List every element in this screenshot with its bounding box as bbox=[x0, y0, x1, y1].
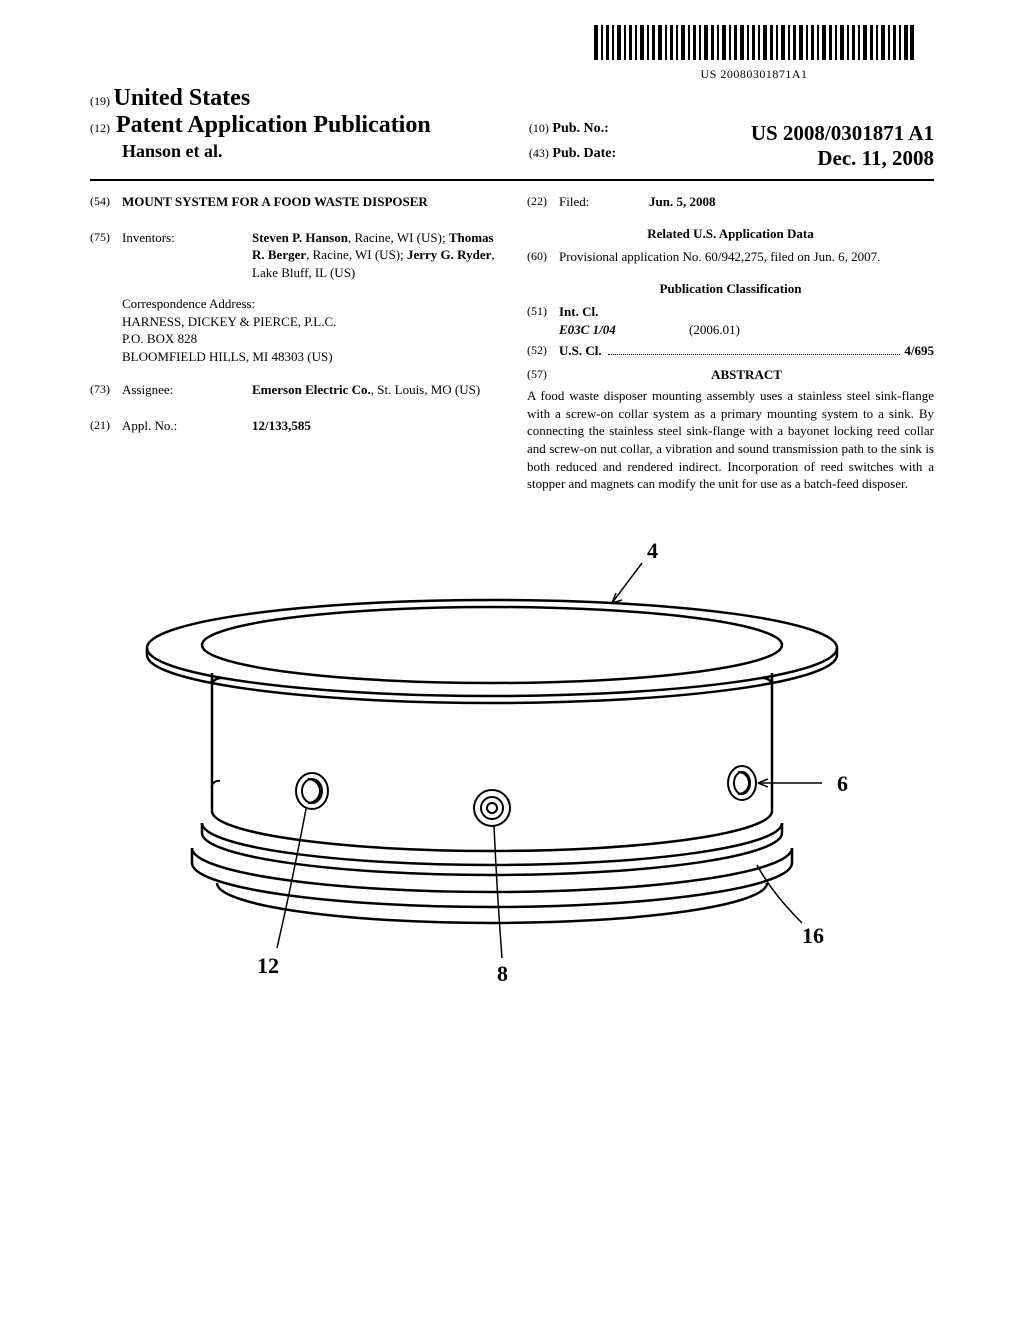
applno-value: 12/133,585 bbox=[252, 417, 497, 435]
left-column: (54) MOUNT SYSTEM FOR A FOOD WASTE DISPO… bbox=[90, 193, 497, 493]
fig-label-16: 16 bbox=[802, 923, 824, 948]
pubdate-label: Pub. Date: bbox=[552, 146, 616, 161]
applno-label: Appl. No.: bbox=[122, 417, 252, 435]
barcode-graphic bbox=[594, 25, 914, 60]
inventors-label: Inventors: bbox=[122, 229, 252, 282]
corr-line2: P.O. BOX 828 bbox=[122, 330, 497, 348]
inventor2-loc: , Racine, WI (US); bbox=[306, 247, 407, 262]
country-num: (19) bbox=[90, 94, 110, 108]
filed-label: Filed: bbox=[559, 193, 649, 211]
filed-num: (22) bbox=[527, 193, 559, 211]
barcode-text: US 20080301871A1 bbox=[594, 67, 914, 82]
intcl-year: (2006.01) bbox=[689, 321, 740, 339]
intcl-content: Int. Cl. E03C 1/04 (2006.01) bbox=[559, 303, 934, 338]
uscl-num: (52) bbox=[527, 342, 559, 360]
inventor3-name: Jerry G. Ryder bbox=[407, 247, 491, 262]
pub-title: Patent Application Publication bbox=[116, 112, 431, 139]
intcl-num: (51) bbox=[527, 303, 559, 338]
classification-header: Publication Classification bbox=[527, 280, 934, 298]
uscl-value: 4/695 bbox=[904, 342, 934, 360]
corr-line1: HARNESS, DICKEY & PIERCE, P.L.C. bbox=[122, 313, 497, 331]
intcl-code: E03C 1/04 bbox=[559, 321, 689, 339]
header-divider bbox=[90, 179, 934, 181]
abstract-num: (57) bbox=[527, 366, 559, 384]
inventors-content: Steven P. Hanson, Racine, WI (US); Thoma… bbox=[252, 229, 497, 282]
provisional-num: (60) bbox=[527, 248, 559, 266]
applno-num: (21) bbox=[90, 417, 122, 435]
inventor1-loc: , Racine, WI (US); bbox=[348, 230, 449, 245]
assignee-content: Emerson Electric Co., St. Louis, MO (US) bbox=[252, 381, 497, 399]
corr-label: Correspondence Address: bbox=[122, 295, 497, 313]
barcode-block: US 20080301871A1 bbox=[594, 25, 914, 82]
assignee-name: Emerson Electric Co. bbox=[252, 382, 371, 397]
uscl-dots bbox=[608, 354, 901, 355]
authors: Hanson et al. bbox=[122, 141, 495, 162]
pubdate-num: (43) bbox=[529, 146, 549, 160]
correspondence-block: Correspondence Address: HARNESS, DICKEY … bbox=[122, 295, 497, 365]
pubno-value: US 2008/0301871 A1 bbox=[751, 121, 934, 146]
pub-num: (12) bbox=[90, 121, 110, 136]
fig-label-8: 8 bbox=[497, 961, 508, 986]
country-name: United States bbox=[114, 85, 251, 111]
right-column: (22) Filed: Jun. 5, 2008 Related U.S. Ap… bbox=[527, 193, 934, 493]
assignee-loc: , St. Louis, MO (US) bbox=[371, 382, 480, 397]
inventors-num: (75) bbox=[90, 229, 122, 282]
pubno-num: (10) bbox=[529, 121, 549, 135]
fig-label-12: 12 bbox=[257, 953, 279, 978]
uscl-content: U.S. Cl. 4/695 bbox=[559, 342, 934, 360]
intcl-label: Int. Cl. bbox=[559, 303, 934, 321]
pubdate-value: Dec. 11, 2008 bbox=[817, 146, 934, 171]
fig-label-6: 6 bbox=[837, 771, 848, 796]
figure-area: 4 6 16 12 8 bbox=[90, 533, 934, 998]
provisional-text: Provisional application No. 60/942,275, … bbox=[559, 248, 934, 266]
corr-line3: BLOOMFIELD HILLS, MI 48303 (US) bbox=[122, 348, 497, 366]
abstract-text: A food waste disposer mounting assembly … bbox=[527, 387, 934, 492]
uscl-label: U.S. Cl. bbox=[559, 342, 602, 360]
related-header: Related U.S. Application Data bbox=[527, 225, 934, 243]
assignee-num: (73) bbox=[90, 381, 122, 399]
filed-value: Jun. 5, 2008 bbox=[649, 193, 934, 211]
patent-figure: 4 6 16 12 8 bbox=[122, 533, 902, 993]
inventor1-name: Steven P. Hanson bbox=[252, 230, 348, 245]
pubno-label: Pub. No.: bbox=[552, 121, 608, 136]
header: (19) United States (12) Patent Applicati… bbox=[90, 85, 934, 171]
invention-title: MOUNT SYSTEM FOR A FOOD WASTE DISPOSER bbox=[122, 193, 497, 211]
assignee-label: Assignee: bbox=[122, 381, 252, 399]
fig-label-4: 4 bbox=[647, 538, 658, 563]
body-columns: (54) MOUNT SYSTEM FOR A FOOD WASTE DISPO… bbox=[90, 193, 934, 493]
abstract-label: ABSTRACT bbox=[711, 367, 782, 382]
title-num: (54) bbox=[90, 193, 122, 211]
